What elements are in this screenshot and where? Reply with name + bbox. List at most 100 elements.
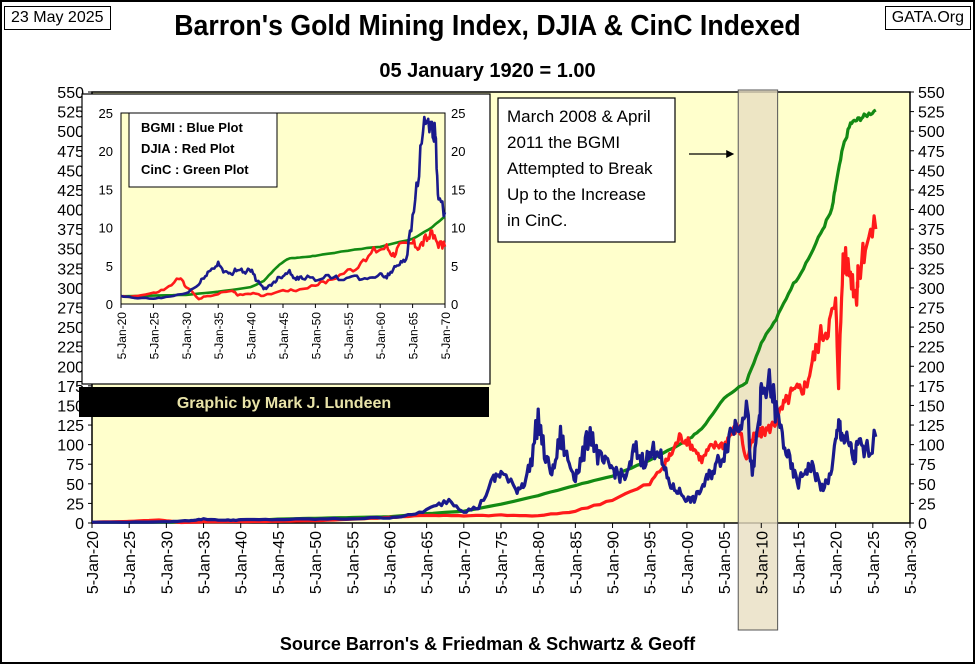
y-tick-label-left: 0	[75, 516, 84, 533]
y-tick-label-left: 100	[57, 438, 84, 455]
x-tick-label: 5-Jan-40	[234, 531, 251, 594]
credit-text: Graphic by Mark J. Lundeen	[177, 395, 391, 412]
annotation-line: in CinC.	[507, 211, 567, 230]
x-tick-label: 5-Jan-95	[643, 531, 660, 594]
y-tick-label-right: 425	[918, 183, 945, 200]
y-tick-label-left: 550	[57, 85, 84, 102]
y-tick-label-right: 50	[918, 477, 936, 494]
x-tick-label: 5-Jan-30	[903, 531, 920, 594]
inset-y-tick-label-left: 20	[99, 144, 113, 159]
site-label: GATA.Org	[884, 6, 971, 30]
x-tick-label: 5-Jan-25	[866, 531, 883, 594]
y-tick-label-right: 0	[918, 516, 927, 533]
y-tick-label-right: 75	[918, 457, 936, 474]
y-tick-label-left: 25	[66, 496, 84, 513]
credit-banner	[79, 387, 489, 417]
chart-title: Barron's Gold Mining Index, DJIA & CinC …	[174, 10, 801, 42]
x-tick-label: 5-Jan-30	[159, 531, 176, 594]
x-tick-label: 5-Jan-85	[568, 531, 585, 594]
series-line-bgmi	[92, 368, 878, 524]
y-tick-label-right: 375	[918, 222, 945, 239]
x-tick-label: 5-Jan-05	[717, 531, 734, 594]
inset-x-tick-label: 5-Jan-45	[277, 312, 291, 360]
y-tick-label-left: 300	[57, 281, 84, 298]
x-tick-label: 5-Jan-65	[420, 531, 437, 594]
annotation-box	[497, 97, 676, 243]
inset-y-tick-label-left: 15	[99, 182, 113, 197]
y-tick-label-right: 275	[918, 301, 945, 318]
inset-x-tick-label: 5-Jan-40	[245, 312, 259, 360]
x-tick-label: 5-Jan-15	[791, 531, 808, 594]
y-tick-label-right: 300	[918, 281, 945, 298]
inset-legend-entry: CinC : Green Plot	[141, 162, 249, 177]
x-tick-label: 5-Jan-60	[382, 531, 399, 594]
inset-y-tick-label-left: 0	[106, 297, 113, 312]
inset-y-tick-label-right: 20	[451, 144, 465, 159]
x-tick-label: 5-Jan-20	[85, 531, 102, 594]
x-axis-title: Source Barron's & Friedman & Schwartz & …	[279, 634, 696, 654]
y-tick-label-right: 400	[918, 203, 945, 220]
y-tick-label-left: 250	[57, 320, 84, 337]
inset-y-tick-label-left: 5	[106, 259, 113, 274]
annotation-line: March 2008 & April	[507, 107, 651, 126]
inset-y-tick-label-left: 10	[99, 221, 113, 236]
chart-subtitle: 05 January 1920 = 1.00	[379, 60, 596, 82]
inset-x-tick-label: 5-Jan-55	[342, 312, 356, 360]
y-tick-label-right: 325	[918, 261, 945, 278]
x-tick-label: 5-Jan-90	[606, 531, 623, 594]
x-tick-label: 5-Jan-75	[494, 531, 511, 594]
inset-series-line-cinc	[120, 215, 446, 298]
annotation-line: 2011 the BGMI	[507, 133, 620, 152]
y-tick-label-right: 250	[918, 320, 945, 337]
x-tick-label: 5-Jan-80	[531, 531, 548, 594]
y-tick-label-left: 400	[57, 203, 84, 220]
y-tick-label-left: 200	[57, 359, 84, 376]
inset-x-tick-label: 5-Jan-20	[115, 312, 129, 360]
y-tick-label-right: 450	[918, 163, 945, 180]
y-tick-label-left: 350	[57, 242, 84, 259]
y-tick-label-left: 425	[57, 183, 84, 200]
x-tick-label: 5-Jan-45	[271, 531, 288, 594]
inset-y-tick-label-left: 25	[99, 106, 113, 121]
inset-x-tick-label: 5-Jan-35	[212, 312, 226, 360]
y-tick-label-right: 225	[918, 340, 945, 357]
x-tick-label: 5-Jan-00	[680, 531, 697, 594]
inset-x-tick-label: 5-Jan-70	[439, 312, 453, 360]
annotation-arrowhead	[726, 150, 735, 158]
annotation-line: Up to the Increase	[507, 185, 646, 204]
y-tick-label-left: 325	[57, 261, 84, 278]
y-tick-label-left: 225	[57, 340, 84, 357]
inset-legend-entry: BGMI : Blue Plot	[141, 120, 244, 135]
inset-x-tick-label: 5-Jan-25	[147, 312, 161, 360]
y-tick-label-left: 450	[57, 163, 84, 180]
y-tick-label-left: 50	[66, 477, 84, 494]
inset-y-tick-label-right: 10	[451, 221, 465, 236]
y-tick-label-right: 525	[918, 105, 945, 122]
y-tick-label-right: 25	[918, 496, 936, 513]
highlight-band	[737, 89, 779, 631]
x-tick-label: 5-Jan-20	[829, 531, 846, 594]
x-tick-label: 5-Jan-55	[345, 531, 362, 594]
inset-x-tick-label: 5-Jan-65	[407, 312, 421, 360]
x-tick-label: 5-Jan-50	[308, 531, 325, 594]
inset-y-tick-label-right: 15	[451, 182, 465, 197]
y-tick-label-left: 475	[57, 144, 84, 161]
inset-y-tick-label-right: 5	[451, 259, 458, 274]
y-tick-label-right: 475	[918, 144, 945, 161]
y-tick-label-left: 150	[57, 398, 84, 415]
y-tick-label-left: 75	[66, 457, 84, 474]
x-tick-label: 5-Jan-35	[197, 531, 214, 594]
y-tick-label-right: 125	[918, 418, 945, 435]
x-tick-label: 5-Jan-10	[754, 531, 771, 594]
x-tick-label: 5-Jan-25	[122, 531, 139, 594]
y-tick-label-left: 125	[57, 418, 84, 435]
inset-legend-entry: DJIA : Red Plot	[141, 141, 235, 156]
y-tick-label-right: 550	[918, 85, 945, 102]
y-tick-label-left: 175	[57, 379, 84, 396]
date-label: 23 May 2025	[4, 6, 111, 30]
inset-series-line-djia	[120, 229, 447, 301]
y-tick-label-right: 500	[918, 124, 945, 141]
x-tick-label: 5-Jan-70	[457, 531, 474, 594]
